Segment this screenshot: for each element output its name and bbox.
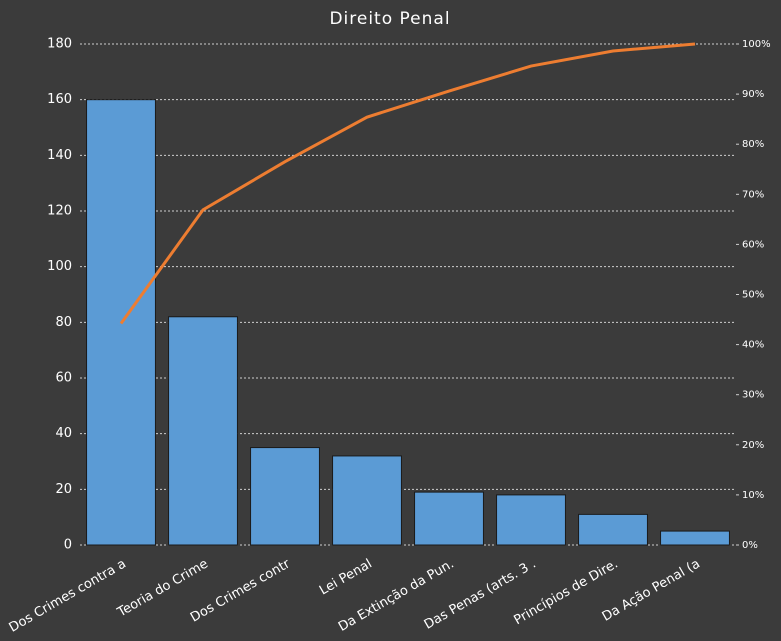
y2-tick-label: 60% [742, 239, 764, 250]
y2-tick-label: 20% [742, 440, 764, 451]
y-tick-label: 160 [47, 92, 72, 107]
bar [332, 455, 402, 546]
y2-tick-label: 50% [742, 290, 764, 301]
y-tick-label: 140 [47, 148, 72, 163]
y-tick-label: 180 [47, 37, 72, 52]
y2-tick-label: 0% [742, 540, 758, 551]
y-tick-label: 0 [64, 538, 72, 553]
bar [578, 513, 648, 546]
y-tick-label: 100 [47, 259, 72, 274]
chart-title: Direito Penal [329, 9, 450, 29]
y2-tick-label: 80% [742, 139, 764, 150]
y2-tick-label: 90% [742, 89, 764, 100]
y2-tick-label: 70% [742, 189, 764, 200]
bar [414, 491, 484, 546]
bar [496, 494, 566, 546]
bar [250, 447, 320, 546]
cumulative-line [119, 42, 696, 325]
y-tick-label: 20 [55, 482, 72, 497]
y-tick-label: 120 [47, 204, 72, 219]
y-tick-label: 80 [55, 315, 72, 330]
bar [660, 530, 730, 546]
y-tick-label: 40 [55, 426, 72, 441]
bar [168, 316, 238, 546]
y2-tick-label: 40% [742, 340, 764, 351]
y2-tick-label: 30% [742, 390, 764, 401]
y-tick-label: 60 [55, 371, 72, 386]
y2-tick-label: 100% [742, 39, 771, 50]
y2-tick-label: 10% [742, 490, 764, 501]
